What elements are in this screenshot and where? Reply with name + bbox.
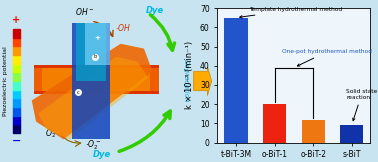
Bar <box>302 120 325 143</box>
Text: Degradation: Degradation <box>183 59 189 103</box>
Text: $O_2$: $O_2$ <box>45 127 56 140</box>
FancyArrow shape <box>194 66 212 96</box>
Text: −: − <box>12 136 21 146</box>
Text: $\cdot OH$: $\cdot OH$ <box>115 22 131 33</box>
Bar <box>13 29 20 38</box>
Bar <box>13 46 20 55</box>
Y-axis label: k × 10⁻³ (min⁻¹): k × 10⁻³ (min⁻¹) <box>185 41 194 109</box>
Bar <box>340 125 364 143</box>
Text: One-pot hydrothermal method: One-pot hydrothermal method <box>282 49 372 66</box>
Text: $\cdot O_2^-$: $\cdot O_2^-$ <box>85 138 101 152</box>
Polygon shape <box>42 68 150 91</box>
Polygon shape <box>34 65 159 94</box>
Text: $OH^-$: $OH^-$ <box>75 6 94 17</box>
Polygon shape <box>76 23 106 81</box>
Polygon shape <box>34 68 159 91</box>
Text: Dye: Dye <box>146 6 164 15</box>
Bar <box>13 107 20 116</box>
Bar <box>13 90 20 98</box>
Bar <box>13 81 20 90</box>
Text: Template hydrothermal method: Template hydrothermal method <box>240 7 342 18</box>
Text: c: c <box>77 90 80 95</box>
Polygon shape <box>32 44 152 139</box>
Bar <box>224 18 248 143</box>
Polygon shape <box>85 23 110 65</box>
Polygon shape <box>38 57 148 139</box>
Text: Dye: Dye <box>93 150 111 159</box>
Bar <box>13 38 20 46</box>
Bar <box>13 98 20 107</box>
Text: Piezoelectric potential: Piezoelectric potential <box>3 46 8 116</box>
Bar <box>13 116 20 124</box>
Bar <box>13 72 20 81</box>
Polygon shape <box>72 23 110 139</box>
Bar <box>13 64 20 72</box>
Bar <box>263 104 286 143</box>
Bar <box>13 55 20 64</box>
Bar <box>13 124 20 133</box>
Text: b: b <box>94 54 97 59</box>
Text: +: + <box>94 35 100 41</box>
Text: Solid state
reaction: Solid state reaction <box>346 89 377 121</box>
Text: +: + <box>12 15 20 25</box>
